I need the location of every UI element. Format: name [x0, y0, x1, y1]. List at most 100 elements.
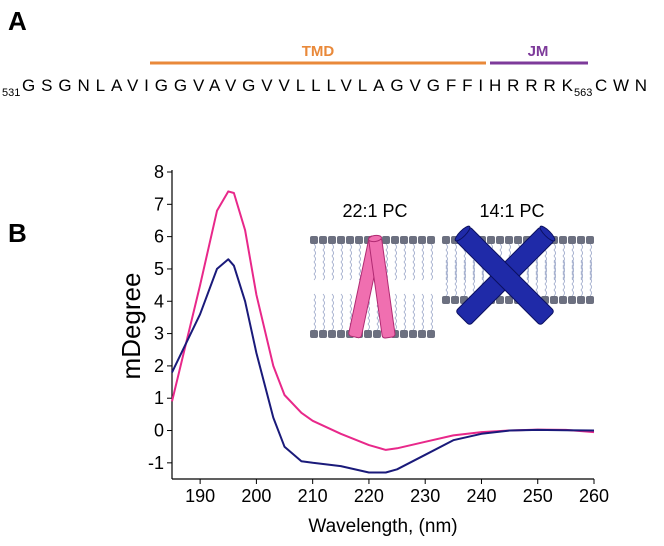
lipid-head: [310, 330, 318, 338]
lipid-head: [577, 236, 585, 244]
y-tick-label: 7: [154, 194, 164, 214]
lipid-head: [577, 296, 585, 304]
lipid-head: [400, 330, 408, 338]
lipid-head: [559, 296, 567, 304]
lipid-tail: [322, 243, 325, 281]
lipid-head: [418, 236, 426, 244]
x-tick-label: 240: [466, 486, 496, 506]
lipid-tail: [331, 293, 334, 331]
helix-end: [454, 225, 471, 242]
panel-label: A: [8, 6, 27, 36]
helix: [454, 225, 554, 325]
helix-end: [539, 225, 556, 242]
lipid-tail: [472, 259, 475, 297]
sequence: GSGNLAVIGGVAVGVVLLLVLAGVGFFIHRRRK: [22, 76, 574, 95]
lipid-tail: [445, 243, 448, 281]
x-axis-label: Wavelength, (nm): [308, 516, 457, 537]
lipid-tail: [589, 243, 592, 281]
tmd-label: TMD: [302, 43, 335, 60]
x-tick-label: 250: [523, 486, 553, 506]
lipid-tail: [589, 259, 592, 297]
lipid-tail: [463, 259, 466, 297]
lipid-head: [328, 330, 336, 338]
lipid-head: [382, 236, 390, 244]
membrane-illustration: [310, 225, 594, 339]
lipid-head: [418, 330, 426, 338]
lipid-tail: [562, 243, 565, 281]
lipid-tail: [421, 243, 424, 281]
lipid-tail: [580, 259, 583, 297]
x-tick-label: 190: [185, 486, 215, 506]
y-axis-label: mDegree: [116, 273, 146, 380]
lipid-head: [496, 236, 504, 244]
lipid-tail: [322, 293, 325, 331]
lipid-tail: [463, 243, 466, 281]
lipid-head: [337, 330, 345, 338]
x-tick-label: 210: [298, 486, 328, 506]
lipid-head: [451, 296, 459, 304]
lipid-head: [409, 236, 417, 244]
lipid-head: [391, 236, 399, 244]
lipid-head: [487, 236, 495, 244]
lipid-tail: [430, 243, 433, 281]
sequence-end: 563: [574, 87, 592, 99]
lipid-head: [373, 330, 381, 338]
y-tick-label: 8: [154, 162, 164, 182]
lipid-head: [364, 330, 372, 338]
inset-label: 22:1 PC: [342, 201, 407, 221]
lipid-head: [442, 236, 450, 244]
lipid-head: [319, 236, 327, 244]
lipid-tail: [421, 293, 424, 331]
lipid-tail: [313, 243, 316, 281]
y-tick-label: 5: [154, 259, 164, 279]
helix: [368, 234, 396, 339]
lipid-tail: [430, 293, 433, 331]
helix-body: [368, 237, 396, 339]
lipid-tail: [340, 243, 343, 281]
lipid-tail: [403, 293, 406, 331]
lipid-head: [586, 296, 594, 304]
lipid-tail: [571, 243, 574, 281]
lipid-tail: [412, 293, 415, 331]
lipid-tail: [394, 293, 397, 331]
inset-label: 14:1 PC: [479, 201, 544, 221]
lipid-tail: [313, 293, 316, 331]
lipid-tail: [403, 243, 406, 281]
lipid-head: [346, 236, 354, 244]
lipid-tail: [331, 243, 334, 281]
lipid-head: [409, 330, 417, 338]
y-tick-label: 4: [154, 291, 164, 311]
lipid-head: [505, 296, 513, 304]
lipid-tail: [349, 243, 352, 281]
lipid-tail: [454, 243, 457, 281]
panel-label: B: [8, 218, 27, 248]
lipid-head: [496, 296, 504, 304]
lipid-tail: [535, 259, 538, 297]
lipid-head: [319, 330, 327, 338]
helix-end: [368, 234, 382, 243]
lipid-head: [355, 236, 363, 244]
y-tick-label: 0: [154, 421, 164, 441]
x-tick-label: 230: [410, 486, 440, 506]
lipid-tail: [454, 259, 457, 297]
lipid-head: [568, 296, 576, 304]
lipid-head: [328, 236, 336, 244]
lipid-tail: [571, 259, 574, 297]
lipid-tail: [349, 293, 352, 331]
sequence-start: 531: [2, 87, 20, 99]
lipid-head: [568, 236, 576, 244]
lipid-tail: [340, 293, 343, 331]
x-tick-label: 220: [354, 486, 384, 506]
lipid-tail: [580, 243, 583, 281]
lipid-tail: [544, 259, 547, 297]
x-tick-label: 200: [241, 486, 271, 506]
y-tick-label: 6: [154, 227, 164, 247]
lipid-tail: [562, 259, 565, 297]
lipid-head: [505, 236, 513, 244]
lipid-head: [427, 236, 435, 244]
lipid-tail: [358, 243, 361, 281]
y-tick-label: -1: [148, 453, 164, 473]
lipid-head: [514, 236, 522, 244]
sequence-tail: CWN: [595, 76, 647, 95]
